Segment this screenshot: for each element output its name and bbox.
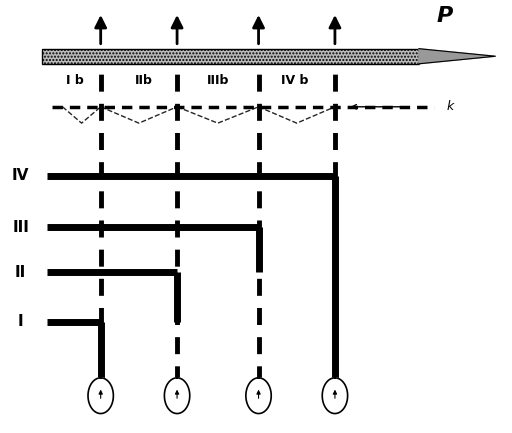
Text: IIb: IIb xyxy=(135,74,153,87)
Text: I: I xyxy=(18,314,24,330)
Polygon shape xyxy=(419,49,495,64)
Text: IV b: IV b xyxy=(281,74,308,87)
Polygon shape xyxy=(322,378,348,414)
Text: IV: IV xyxy=(12,168,29,183)
Text: k: k xyxy=(447,100,454,113)
Polygon shape xyxy=(88,378,113,414)
Bar xyxy=(42,49,419,64)
Polygon shape xyxy=(164,378,190,414)
Text: III: III xyxy=(12,220,29,235)
Text: IIIb: IIIb xyxy=(207,74,229,87)
Polygon shape xyxy=(246,378,271,414)
Text: II: II xyxy=(15,265,26,280)
Text: P: P xyxy=(436,6,453,26)
Text: I b: I b xyxy=(67,74,84,87)
